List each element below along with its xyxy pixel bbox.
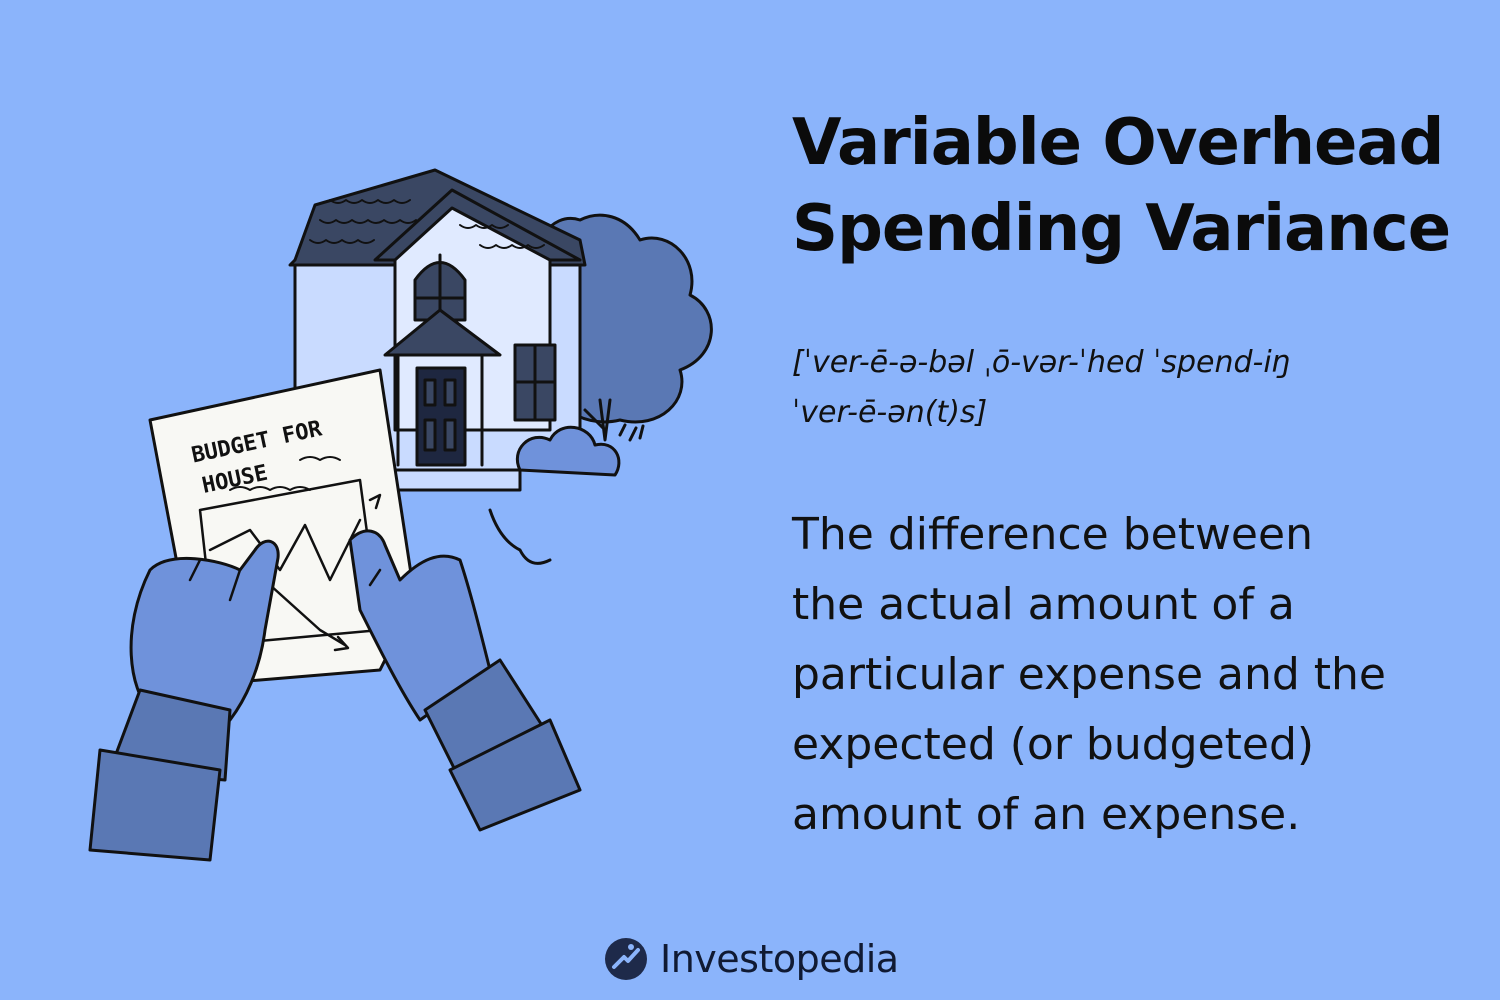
page-title: Variable Overhead Spending Variance <box>792 100 1482 272</box>
pronunciation-line-2: ˈver-ē-ən(t)s] <box>792 395 988 430</box>
pronunciation-line-1: [ˈver-ē-ə-bəl ˌō-vər-ˈhed ˈspend-iŋ <box>792 345 1291 380</box>
house-budget-illustration: BUDGET FOR HOUSE <box>88 168 713 862</box>
title-line-2: Spending Variance <box>792 192 1451 266</box>
brand-name: Investopedia <box>660 937 899 981</box>
definition-line-2: the actual amount of a <box>792 579 1295 630</box>
pronunciation: [ˈver-ē-ə-bəl ˌō-vər-ˈhed ˈspend-iŋ ˈver… <box>792 338 1432 438</box>
definition-line-3: particular expense and the <box>792 649 1386 700</box>
title-line-1: Variable Overhead <box>792 106 1444 180</box>
definition-line-1: The difference between <box>792 509 1313 560</box>
definition: The difference between the actual amount… <box>792 500 1482 850</box>
brand-logo: Investopedia <box>604 934 899 984</box>
right-hand-icon <box>348 529 582 832</box>
left-hand-icon <box>88 539 280 862</box>
definition-line-5: amount of an expense. <box>792 789 1301 840</box>
house-icon <box>288 168 645 565</box>
investopedia-logo-icon <box>605 938 647 980</box>
definition-line-4: expected (or budgeted) <box>792 719 1315 770</box>
